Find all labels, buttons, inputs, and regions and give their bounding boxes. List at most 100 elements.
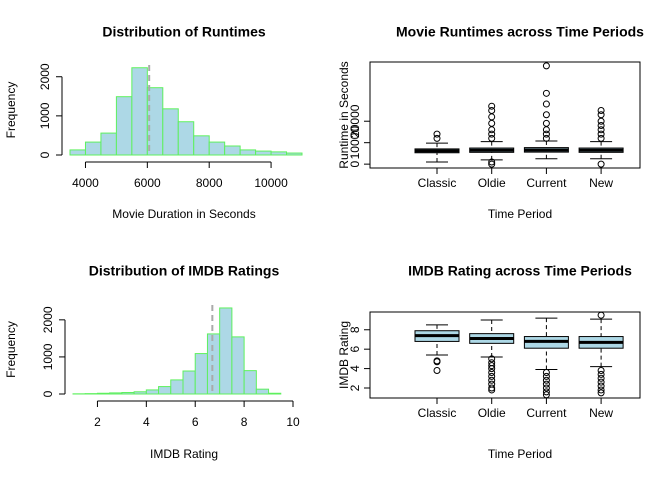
outlier	[488, 372, 496, 380]
y-tick-label: 1000	[41, 343, 55, 370]
chart-title: Distribution of Runtimes	[102, 24, 266, 40]
x-tick-label: 6	[192, 415, 199, 429]
plot-frame	[369, 61, 641, 169]
outlier	[597, 117, 605, 125]
outlier	[542, 126, 550, 134]
outlier	[542, 391, 550, 399]
outlier	[597, 378, 605, 386]
outlier	[597, 386, 605, 394]
histogram-bar	[182, 370, 196, 395]
histogram-bar	[243, 370, 257, 395]
histogram-bar	[239, 149, 257, 156]
histogram-bar	[158, 386, 172, 395]
histogram-bar	[219, 307, 233, 395]
histogram-bar	[177, 121, 195, 156]
outlier	[542, 89, 550, 97]
outlier	[488, 126, 496, 134]
histogram-bar	[193, 135, 210, 156]
y-axis-label: IMDB Rating	[337, 321, 351, 389]
y-axis-label: Frequency	[4, 82, 18, 139]
histogram-bar	[255, 388, 270, 395]
outlier	[433, 367, 441, 375]
outlier	[488, 106, 496, 114]
x-tick-label: 2	[94, 415, 101, 429]
histogram-bar	[115, 96, 133, 156]
chart-title: Movie Runtimes across Time Periods	[396, 24, 644, 40]
outlier	[542, 119, 550, 127]
histogram-bar	[194, 353, 208, 395]
y-tick-label: 2	[348, 384, 362, 391]
outlier	[597, 374, 605, 382]
outlier	[597, 106, 605, 114]
y-tick-label: 2000	[41, 306, 55, 333]
outlier	[597, 111, 605, 119]
x-tick-label: Current	[526, 406, 567, 420]
x-tick-label: Classic	[418, 176, 457, 190]
outlier	[488, 365, 496, 373]
x-tick-label: 10000	[254, 176, 288, 190]
x-tick-label: Classic	[418, 406, 457, 420]
outlier	[488, 102, 496, 110]
outlier	[597, 130, 605, 138]
x-axis-label: Time Period	[488, 207, 552, 221]
histogram-bar	[268, 392, 282, 395]
outlier	[488, 134, 496, 142]
plot-frame	[369, 311, 641, 399]
y-tick-label: 4	[348, 365, 362, 372]
y-tick-label: 1000	[38, 102, 52, 129]
histogram-bar	[208, 141, 226, 156]
x-axis-label: Movie Duration in Seconds	[112, 207, 255, 221]
x-tick-label: 8	[241, 415, 248, 429]
y-tick-label: 0	[41, 390, 55, 397]
outlier	[597, 370, 605, 378]
x-tick-label: New	[589, 406, 613, 420]
outlier	[433, 358, 441, 366]
outlier	[597, 134, 605, 142]
histogram-bar	[286, 152, 303, 156]
x-tick-label: 10	[286, 415, 300, 429]
histogram-bar	[100, 132, 117, 156]
outlier	[542, 134, 550, 142]
histogram-bar	[133, 391, 147, 395]
outlier	[542, 62, 550, 70]
outlier	[542, 380, 550, 388]
histogram-bar	[255, 150, 272, 156]
outlier	[542, 368, 550, 376]
outlier	[488, 362, 496, 370]
y-tick-label: 0	[38, 151, 52, 158]
y-axis-label: Frequency	[4, 321, 18, 378]
x-tick-label: New	[589, 176, 613, 190]
histogram-bar	[231, 336, 245, 395]
outlier	[597, 160, 605, 168]
y-tick-label: 0	[348, 160, 362, 167]
histogram-bar	[270, 151, 288, 156]
outlier	[488, 386, 496, 394]
outlier	[488, 158, 496, 166]
outlier	[433, 134, 441, 142]
outlier	[542, 111, 550, 119]
outlier	[542, 130, 550, 138]
histogram-bar	[96, 392, 111, 395]
x-axis-label: Time Period	[488, 447, 552, 461]
x-tick-label: 6000	[134, 176, 161, 190]
x-tick-label: Current	[526, 176, 567, 190]
x-tick-label: Oldie	[478, 406, 506, 420]
x-tick-label: 4	[143, 415, 150, 429]
outlier	[542, 372, 550, 380]
outlier	[597, 122, 605, 130]
y-tick-label: 20000	[348, 104, 362, 138]
outlier	[597, 382, 605, 390]
histogram-bar	[121, 392, 135, 395]
outlier	[433, 130, 441, 138]
chart-title: Distribution of IMDB Ratings	[89, 263, 280, 279]
chart-title: IMDB Rating across Time Periods	[408, 263, 632, 279]
x-tick-label: 8000	[196, 176, 223, 190]
outlier	[597, 126, 605, 134]
x-tick-label: 4000	[72, 176, 99, 190]
y-tick-label: 2000	[38, 63, 52, 90]
histogram-bar	[224, 145, 241, 156]
outlier	[488, 368, 496, 376]
outlier	[597, 367, 605, 375]
